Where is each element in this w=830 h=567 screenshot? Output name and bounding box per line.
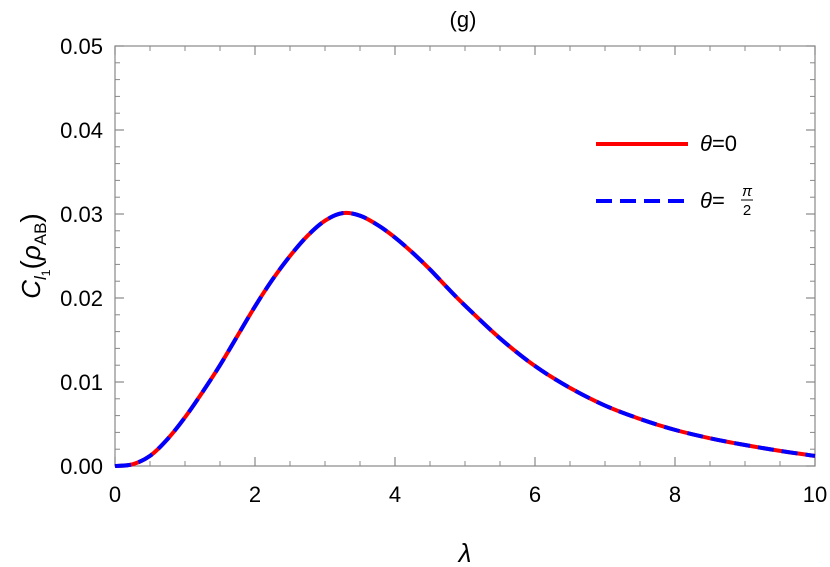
x-tick-label: 8 bbox=[669, 482, 681, 507]
x-axis-label: λ bbox=[457, 538, 472, 567]
y-axis-ticks: 0.00 0.01 0.02 0.03 0.04 0.05 bbox=[60, 34, 815, 479]
y-tick-label: 0.04 bbox=[60, 118, 103, 143]
x-tick-label: 0 bbox=[109, 482, 121, 507]
y-tick-label: 0.00 bbox=[60, 454, 103, 479]
y-label-main: C bbox=[16, 280, 46, 299]
legend-label-theta-pi-2: θ= π 2 bbox=[700, 183, 753, 219]
y-label-sub: l bbox=[31, 275, 50, 280]
x-tick-label: 6 bbox=[529, 482, 541, 507]
y-axis-label: Cl1(ρAB) bbox=[15, 213, 53, 299]
x-tick-label: 2 bbox=[249, 482, 261, 507]
y-label-subsub: 1 bbox=[39, 269, 53, 276]
y-tick-label: 0.03 bbox=[60, 202, 103, 227]
svg-text:θ=: θ= bbox=[700, 188, 725, 213]
legend: θ=0 θ= π 2 bbox=[596, 131, 753, 219]
y-label-open-paren: ( bbox=[15, 260, 46, 270]
series-line-theta-0 bbox=[114, 210, 816, 468]
y-label-close-paren: ) bbox=[15, 213, 46, 222]
x-axis-ticks: 0 2 4 6 8 10 bbox=[109, 46, 827, 507]
plot-frame bbox=[114, 45, 816, 467]
x-tick-label: 4 bbox=[389, 482, 401, 507]
y-tick-label: 0.02 bbox=[60, 286, 103, 311]
y-label-rho-sub: AB bbox=[31, 223, 50, 246]
x-tick-label: 10 bbox=[803, 482, 827, 507]
y-label-rho: ρ bbox=[16, 245, 46, 261]
legend-frac-num: π bbox=[742, 183, 753, 200]
series-layer bbox=[114, 210, 816, 468]
series-line-theta-pi-2 bbox=[114, 210, 816, 468]
legend-label-theta-0: θ=0 bbox=[700, 131, 737, 156]
y-tick-label: 0.05 bbox=[60, 34, 103, 59]
chart-title: (g) bbox=[450, 7, 477, 32]
svg-text:Cl1(ρAB): Cl1(ρAB) bbox=[15, 213, 53, 299]
legend-frac-den: 2 bbox=[743, 202, 751, 219]
y-tick-label: 0.01 bbox=[60, 370, 103, 395]
